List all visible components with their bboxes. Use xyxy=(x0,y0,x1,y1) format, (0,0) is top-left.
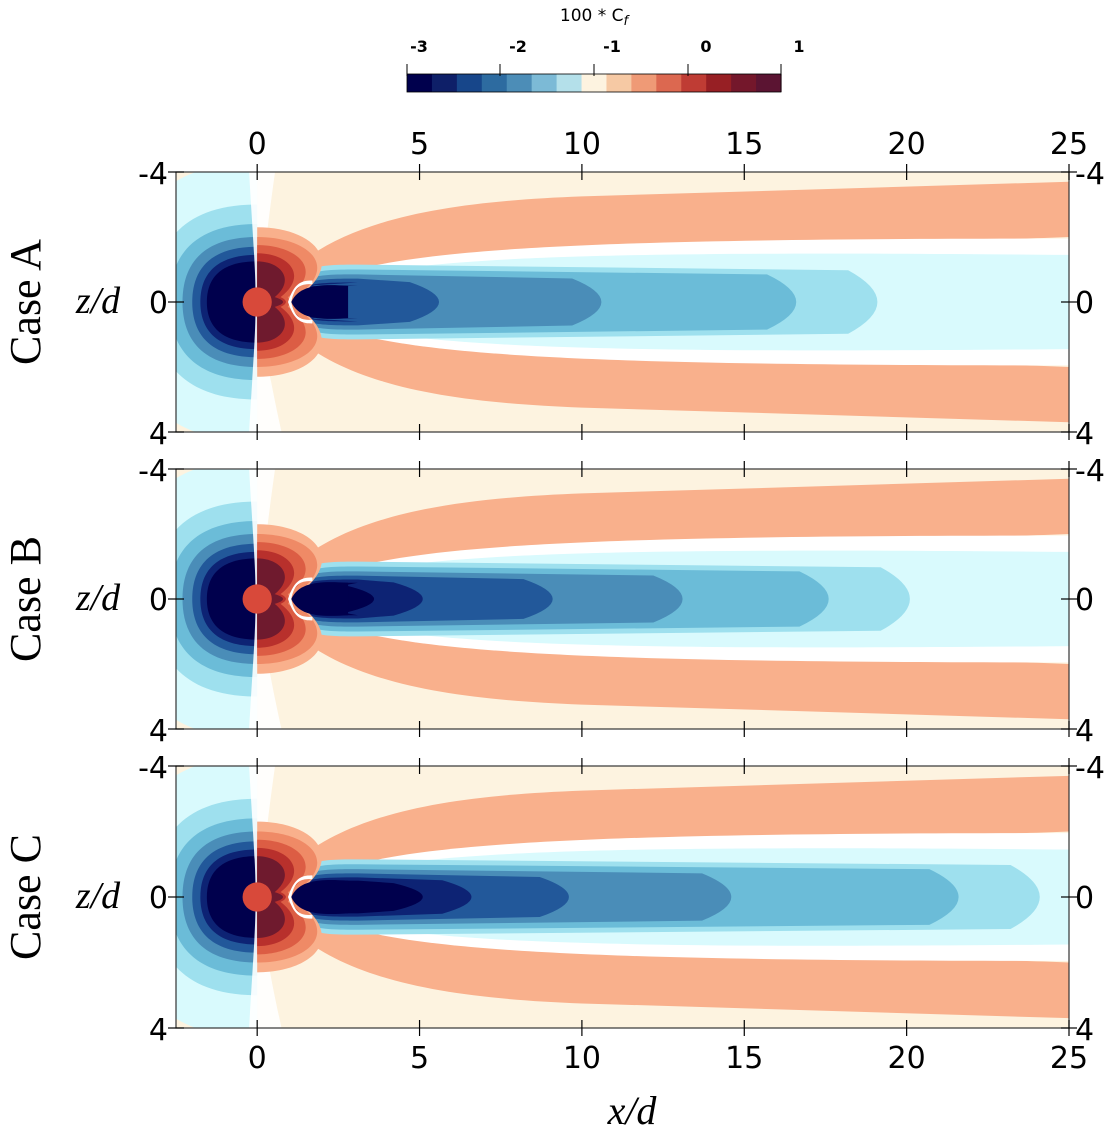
colorbar-swatch xyxy=(656,74,682,92)
upstream-core xyxy=(206,856,258,938)
colorbar-swatch xyxy=(407,74,433,92)
z-tick-label-left: 0 xyxy=(149,881,168,916)
z-tick-label-right: 0 xyxy=(1075,286,1094,321)
z-axis-label: z/d xyxy=(75,577,121,619)
colorbar-swatch xyxy=(631,74,657,92)
z-tick-label-left: 4 xyxy=(149,1013,168,1048)
colorbar-swatch xyxy=(456,74,483,92)
x-tick-label-top: 5 xyxy=(410,127,429,162)
colorbar-swatch xyxy=(756,74,782,92)
colorbar-swatch xyxy=(681,74,707,92)
colorbar-ticks: -3 -2 -1 0 1 xyxy=(406,37,805,76)
x-tick-label-bottom: 0 xyxy=(248,1041,267,1076)
wake-core-start xyxy=(291,285,349,319)
upstream-core xyxy=(206,261,258,343)
x-tick-label-top: 0 xyxy=(248,127,267,162)
case-label: Case C xyxy=(1,834,50,960)
colorbar-swatch xyxy=(606,74,632,92)
z-tick-label-right: 4 xyxy=(1075,1013,1094,1048)
colorbar-swatch xyxy=(481,74,508,92)
colorbar-swatch xyxy=(431,74,458,92)
z-tick-label-right: 0 xyxy=(1075,583,1094,618)
z-tick-label-left: 4 xyxy=(149,417,168,452)
x-tick-label-top: 25 xyxy=(1050,127,1088,162)
z-tick-label-right: -4 xyxy=(1075,157,1105,192)
salmon-band-lower xyxy=(296,334,1069,423)
panel-case-a: -4 0 4 -4 0 4 z/d Case A xyxy=(1,157,1105,452)
colorbar-tick-label: 1 xyxy=(793,37,804,56)
cylinder-marker xyxy=(242,882,272,912)
colorbar-tick-label: 0 xyxy=(700,37,711,56)
x-tick-label-bottom: 5 xyxy=(410,1041,429,1076)
z-axis-label: z/d xyxy=(75,280,121,322)
wake-core-start xyxy=(291,582,349,616)
colorbar-tick-label: -3 xyxy=(410,37,428,56)
bottom-x-tick-labels: 0 5 10 15 20 25 xyxy=(248,1041,1088,1076)
salmon-band-upper xyxy=(296,775,1069,865)
x-axis-label: x/d xyxy=(607,1088,658,1133)
z-tick-label-left: 0 xyxy=(149,583,168,618)
colorbar-swatches xyxy=(406,73,782,93)
colorbar: 100 * Cf -3 -2 -1 0 1 xyxy=(406,6,805,93)
contour-field xyxy=(176,469,1069,729)
z-tick-label-left: -4 xyxy=(138,157,168,192)
top-x-tick-labels: 0 5 10 15 20 25 xyxy=(248,127,1088,162)
wake-tip-edge xyxy=(288,577,313,621)
z-tick-label-left: -4 xyxy=(138,454,168,489)
x-tick-label-top: 15 xyxy=(725,127,763,162)
x-tick-label-top: 10 xyxy=(563,127,601,162)
panel-case-b: -4 0 4 -4 0 4 z/d Case B xyxy=(1,454,1105,749)
z-tick-label-right: -4 xyxy=(1075,751,1105,786)
contour-field xyxy=(176,172,1069,432)
x-tick-label-bottom: 25 xyxy=(1050,1041,1088,1076)
x-tick-label-bottom: 10 xyxy=(563,1041,601,1076)
case-label: Case B xyxy=(1,536,50,662)
case-label: Case A xyxy=(1,239,50,365)
panel-case-c: -4 0 4 -4 0 4 z/d Case C xyxy=(1,751,1105,1048)
colorbar-swatch xyxy=(506,74,533,92)
upstream-core xyxy=(206,558,258,640)
wake-tip-edge xyxy=(288,875,313,919)
colorbar-swatch xyxy=(731,74,757,92)
z-tick-label-left: 0 xyxy=(149,286,168,321)
colorbar-swatch xyxy=(556,74,583,92)
x-tick-label-bottom: 20 xyxy=(888,1041,926,1076)
colorbar-tick-label: -2 xyxy=(509,37,527,56)
colorbar-swatch xyxy=(706,74,732,92)
salmon-band-lower xyxy=(296,631,1069,720)
z-tick-label-right: -4 xyxy=(1075,454,1105,489)
salmon-band-lower xyxy=(296,929,1069,1019)
z-tick-label-right: 4 xyxy=(1075,714,1094,749)
cylinder-marker xyxy=(242,287,272,317)
contour-field xyxy=(176,766,1069,1028)
z-tick-label-left: -4 xyxy=(138,751,168,786)
colorbar-swatch xyxy=(581,74,608,92)
z-tick-label-right: 0 xyxy=(1075,881,1094,916)
wake-tip-edge xyxy=(288,280,313,324)
wake-core-start xyxy=(291,879,349,915)
cylinder-marker xyxy=(242,584,272,614)
colorbar-tick-label: -1 xyxy=(603,37,621,56)
z-tick-label-left: 4 xyxy=(149,714,168,749)
colorbar-title: 100 * Cf xyxy=(560,6,631,29)
colorbar-swatch xyxy=(531,74,558,92)
x-tick-label-top: 20 xyxy=(888,127,926,162)
z-axis-label: z/d xyxy=(75,875,121,917)
z-tick-label-right: 4 xyxy=(1075,417,1094,452)
x-tick-label-bottom: 15 xyxy=(725,1041,763,1076)
salmon-band-upper xyxy=(296,181,1069,270)
salmon-band-upper xyxy=(296,478,1069,567)
